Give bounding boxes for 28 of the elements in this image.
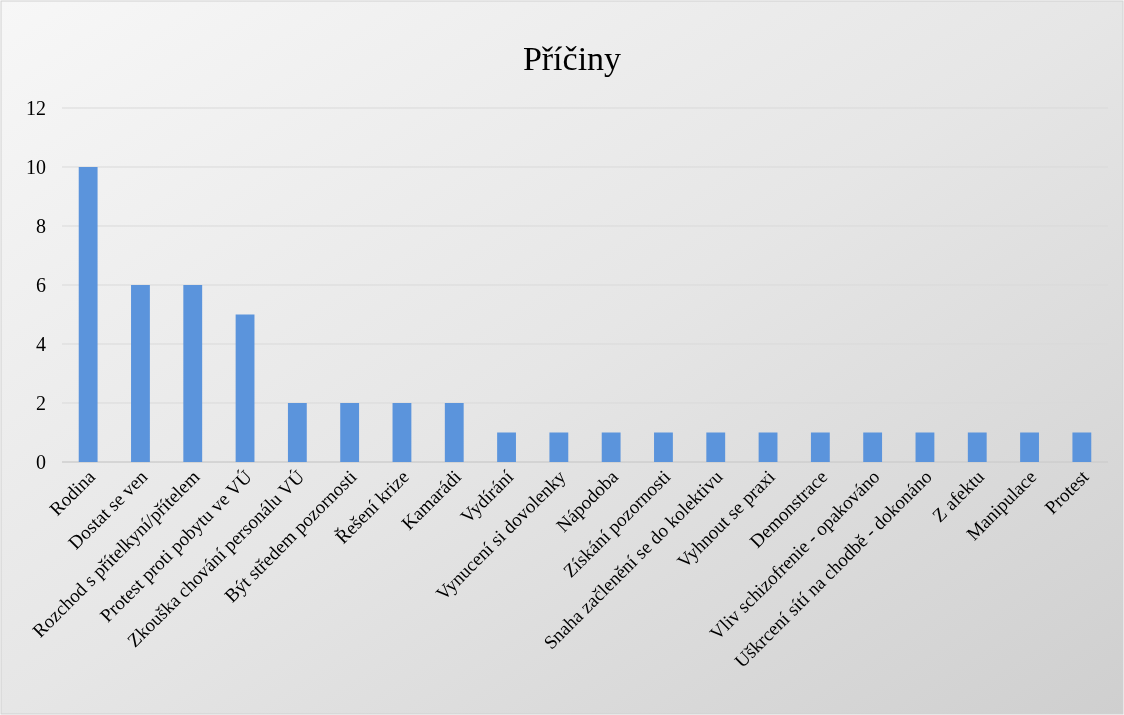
- bar: [706, 432, 726, 462]
- bar: [444, 403, 464, 462]
- y-tick-label: 4: [36, 333, 46, 355]
- bar: [131, 285, 150, 462]
- y-tick-label: 2: [36, 392, 46, 414]
- bar: [967, 432, 987, 462]
- bar: [1072, 432, 1092, 462]
- bar: [235, 314, 255, 462]
- chart-title: Příčiny: [522, 40, 622, 77]
- y-tick-label: 0: [36, 451, 46, 473]
- y-tick-label: 8: [36, 215, 46, 237]
- y-tick-label: 6: [36, 274, 46, 296]
- bar: [340, 403, 360, 462]
- bar: [915, 432, 935, 462]
- bar: [863, 432, 883, 462]
- bar: [497, 432, 516, 462]
- bar: [183, 285, 203, 462]
- bar: [810, 432, 830, 462]
- bar: [601, 432, 621, 462]
- bar: [654, 432, 673, 462]
- bar: [758, 432, 778, 462]
- bar: [1020, 432, 1039, 462]
- bar: [287, 403, 307, 462]
- bar: [392, 403, 412, 462]
- y-tick-label: 10: [26, 156, 46, 178]
- bar: [549, 432, 569, 462]
- bar: [78, 167, 98, 462]
- y-tick-label: 12: [26, 97, 46, 119]
